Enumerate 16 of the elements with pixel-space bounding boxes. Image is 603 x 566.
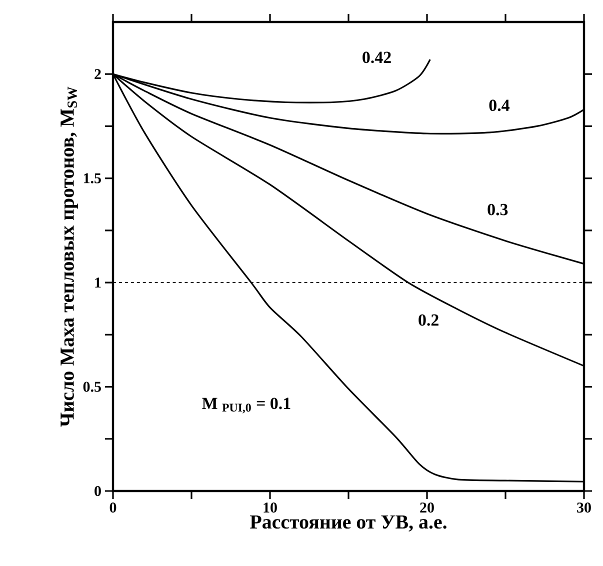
- x-tick-label: 30: [577, 502, 591, 513]
- series-label: 0.2: [418, 314, 438, 326]
- x-tick-label: 20: [420, 502, 434, 513]
- y-axis-title: Число Маха тепловых протонов, M$_{SW}$: [60, 86, 78, 427]
- x-axis-title: Расстояние от УВ, а.е.: [250, 515, 446, 532]
- series-label: 0.3: [488, 204, 508, 216]
- text: M $_{PUI,0}$ = 0.1: [202, 398, 290, 414]
- series-label: 0.42: [362, 52, 391, 64]
- y-tick-label: 2: [94, 69, 101, 80]
- y-tick-label: 0.5: [83, 382, 101, 392]
- x-tick-label: 10: [264, 502, 277, 513]
- series-label: 0.4: [489, 100, 510, 112]
- y-tick-label: 0: [94, 486, 101, 496]
- y-tick-label: 1.5: [84, 173, 101, 184]
- y-tick-label: 1: [95, 278, 101, 288]
- x-tick-label: 0: [110, 502, 116, 513]
